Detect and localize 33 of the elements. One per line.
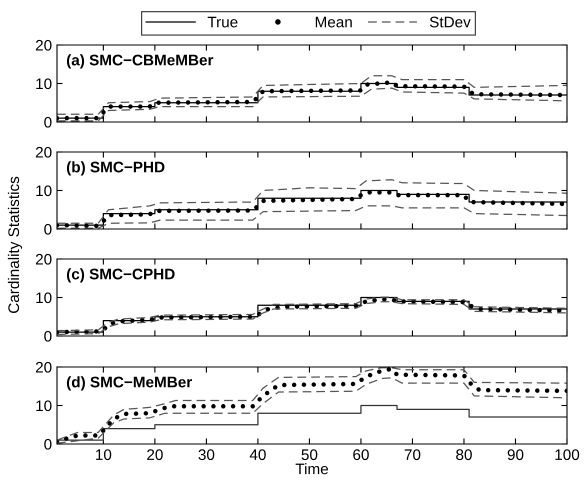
y-tick-label: 10: [36, 292, 52, 304]
text: (d) SMC−MeMBer: [66, 376, 192, 390]
line-series: [57, 179, 567, 224]
y-tick-label: 10: [36, 185, 52, 196]
line-series: [57, 75, 567, 115]
x-tick-label: 90: [508, 449, 524, 460]
text: (a) SMC−CBMeMBer: [66, 54, 214, 68]
y-tick-label: 10: [36, 78, 52, 90]
x-tick-label: 80: [456, 449, 472, 460]
y-tick-label: 0: [44, 438, 52, 450]
legend-label: StDev: [430, 16, 471, 28]
legend-label: Mean: [316, 16, 352, 28]
legend-label: True: [208, 16, 238, 28]
x-tick-label: 40: [250, 449, 266, 460]
y-tick-label: 20: [36, 362, 52, 373]
text: (b) SMC−PHD: [66, 161, 164, 176]
y-tick-label: 20: [36, 146, 52, 158]
x-tick-label: 20: [147, 449, 163, 460]
x-tick-label: 10: [96, 449, 112, 460]
x-axis-title: Time: [296, 463, 328, 474]
x-tick-label: 100: [555, 449, 580, 460]
x-tick-label: 70: [404, 449, 420, 460]
y-tick-label: 20: [36, 40, 52, 51]
y-tick-label: 0: [44, 330, 52, 342]
y-tick-label: 20: [36, 254, 52, 265]
x-tick-label: 60: [353, 449, 369, 460]
text: (c) SMC−CPHD: [66, 268, 175, 282]
y-tick-label: 10: [36, 400, 52, 412]
y-tick-label: 0: [44, 116, 52, 128]
y-tick-label: 0: [44, 224, 52, 235]
y-axis-title: Cardinality Statistics: [8, 176, 22, 313]
x-tick-label: 30: [198, 449, 214, 460]
x-tick-label: 50: [302, 449, 318, 460]
